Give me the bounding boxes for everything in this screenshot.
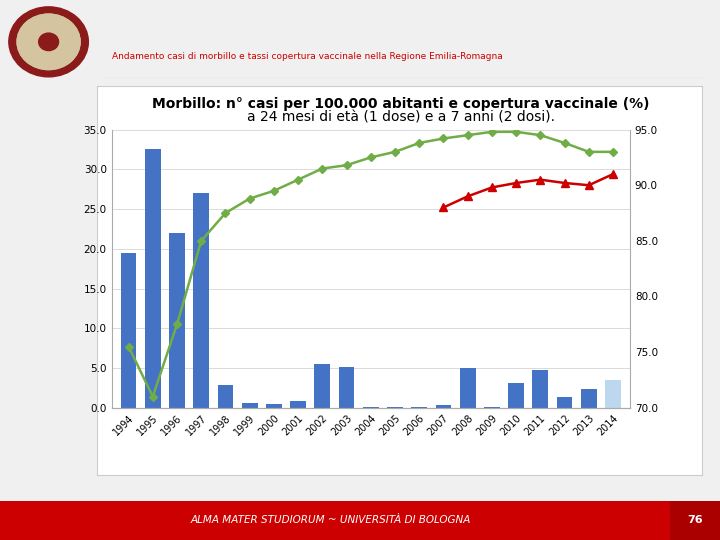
Bar <box>670 501 720 540</box>
Bar <box>338 367 354 408</box>
Bar <box>581 389 597 408</box>
Bar <box>484 407 500 408</box>
Bar <box>557 396 572 408</box>
Bar <box>460 368 476 408</box>
Circle shape <box>17 14 80 70</box>
Text: S: S <box>44 35 53 49</box>
Bar <box>121 253 136 408</box>
Bar <box>290 401 306 408</box>
Bar <box>533 369 548 408</box>
Text: ALMA MATER STUDIORUM ~ UNIVERSITÀ DI BOLOGNA: ALMA MATER STUDIORUM ~ UNIVERSITÀ DI BOL… <box>191 515 472 525</box>
Circle shape <box>17 14 80 70</box>
Bar <box>411 407 427 408</box>
Text: a 24 mesi di età (1 dose) e a 7 anni (2 dosi).: a 24 mesi di età (1 dose) e a 7 anni (2 … <box>247 110 555 124</box>
Bar <box>217 386 233 408</box>
Bar <box>606 380 621 408</box>
Circle shape <box>39 33 58 51</box>
Circle shape <box>9 7 89 77</box>
Circle shape <box>13 10 84 73</box>
Bar <box>145 150 161 408</box>
Text: Andamento casi di morbillo e tassi copertura vaccinale nella Regione Emilia-Roma: Andamento casi di morbillo e tassi coper… <box>112 52 503 61</box>
Text: Morbillo: n° casi per 100.000 abitanti e copertura vaccinale (%): Morbillo: n° casi per 100.000 abitanti e… <box>153 97 649 111</box>
Bar <box>169 233 185 408</box>
Legend: copertura vaccinale 7 anni (2 dosi): copertura vaccinale 7 anni (2 dosi) <box>117 530 325 540</box>
Bar <box>508 383 524 408</box>
Bar <box>436 404 451 408</box>
Bar <box>315 364 330 408</box>
Text: 76: 76 <box>687 515 703 525</box>
Bar <box>266 404 282 408</box>
Bar <box>194 193 209 408</box>
Bar <box>242 403 258 408</box>
